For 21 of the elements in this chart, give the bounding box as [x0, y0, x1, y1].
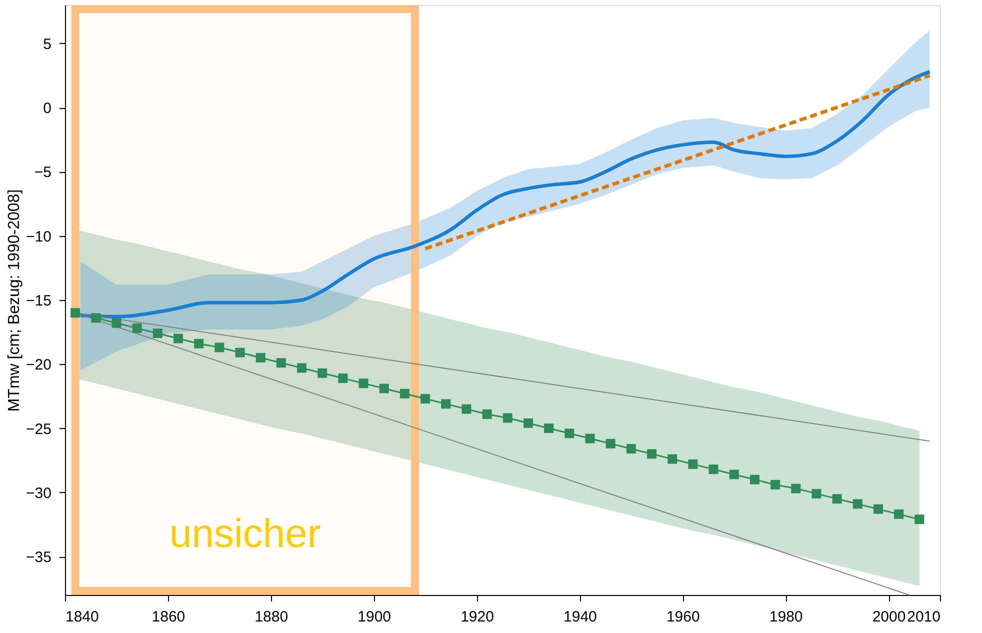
y-tick-label: −35 [26, 549, 52, 566]
x-tick-label: 1960 [666, 608, 700, 626]
y-tick-label: −20 [26, 356, 52, 374]
x-tick-label: 2010 [907, 608, 940, 626]
y-tick-label: −30 [26, 484, 52, 502]
band-label: unsicher [170, 512, 321, 556]
y-tick-label: −5 [34, 164, 52, 182]
y-tick-label: 0 [43, 100, 52, 118]
x-tick-label: 1860 [152, 608, 186, 626]
x-tick-label: 1940 [564, 608, 597, 626]
y-tick-label: −25 [26, 420, 52, 438]
y-axis-title: MTmw [cm; Bezug: 1990-2008] [6, 189, 24, 412]
x-tick-label: 1920 [460, 608, 494, 626]
x-tick-label: 1900 [358, 608, 392, 626]
x-tick-label: 2000 [872, 608, 906, 626]
x-tick-label: 1980 [769, 608, 803, 626]
x-tick-label: 1840 [66, 608, 99, 626]
y-tick-label: 5 [43, 36, 52, 53]
x-tick-label: 1880 [254, 608, 288, 626]
y-tick-label: −15 [26, 292, 52, 310]
y-tick-label: −10 [26, 228, 52, 246]
